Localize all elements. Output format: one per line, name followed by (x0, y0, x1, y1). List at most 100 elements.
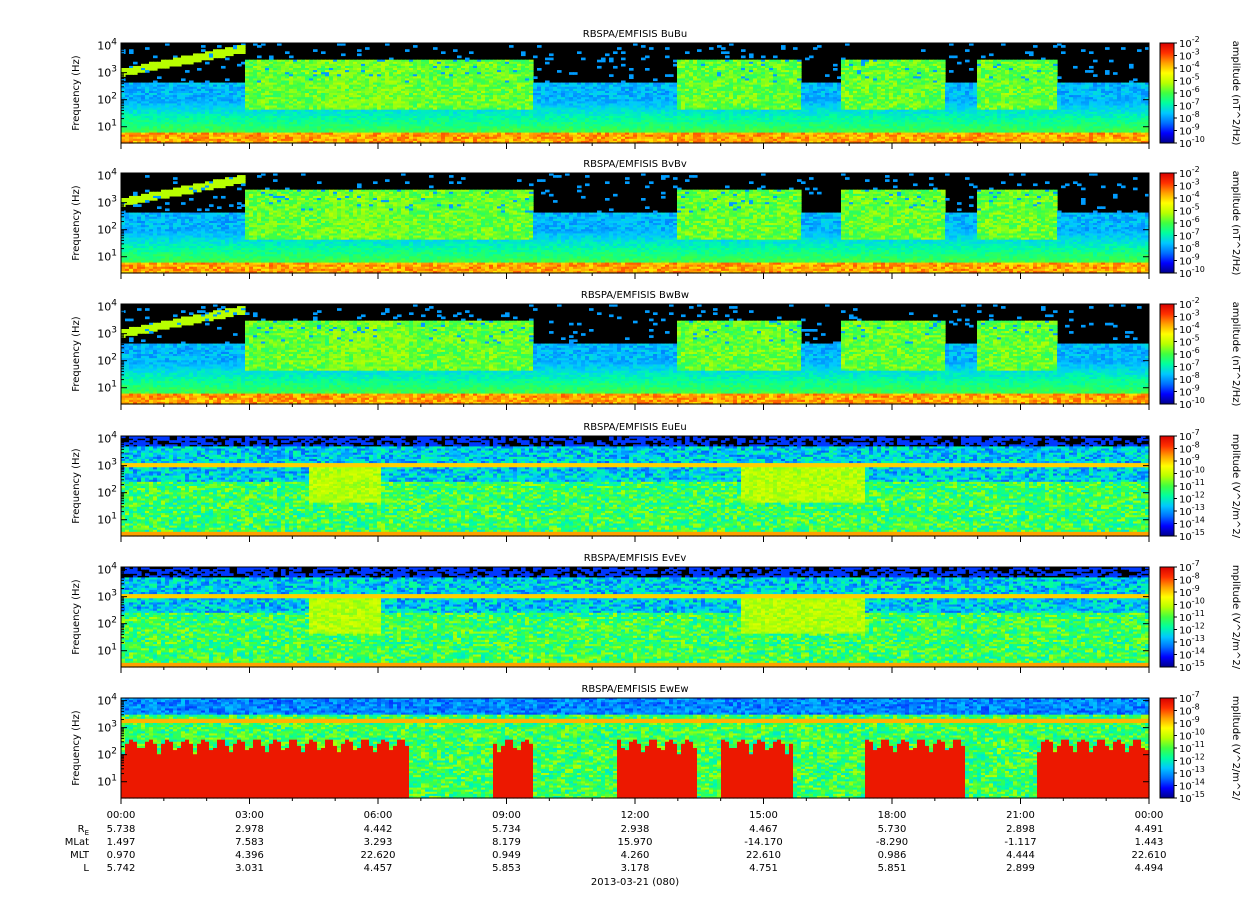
panel-1: RBSPA/EMFISIS BuBu 101 102 103 104 Frequency … (71, 29, 1241, 150)
ephemeris-value: 4.444 (1006, 850, 1035, 861)
ephemeris-value: 0.986 (878, 850, 907, 861)
colorbar-label: amplitude (nT^2/Hz) (1230, 171, 1241, 276)
y-tick-label: 101 (97, 119, 117, 134)
y-tick-label: 104 (97, 431, 117, 446)
colorbar (1160, 304, 1174, 404)
panel-title: RBSPA/EMFISIS EuEu (583, 422, 686, 433)
ephemeris-value: 7.583 (235, 837, 264, 848)
y-tick-label: 101 (97, 380, 117, 395)
y-axis-label: Frequency (Hz) (71, 316, 82, 392)
y-tick-label: 102 (97, 747, 117, 762)
colorbar-label: mplitude (V^2/m^2/ (1230, 565, 1241, 670)
y-tick-label: 101 (97, 643, 117, 658)
ephemeris-value: 5.738 (107, 824, 136, 835)
colorbar-label: amplitude (nT^2/Hz) (1230, 41, 1241, 146)
panel-title: RBSPA/EMFISIS BvBv (583, 159, 687, 170)
y-tick-label: 104 (97, 693, 117, 708)
y-tick-label: 103 (97, 326, 117, 341)
ephemeris-value: 4.396 (235, 850, 264, 861)
x-tick-label: 06:00 (364, 810, 393, 821)
colorbar (1160, 698, 1174, 798)
ephemeris-value: 4.442 (364, 824, 393, 835)
y-axis-label: Frequency (Hz) (71, 185, 82, 261)
y-axis-label: Frequency (Hz) (71, 55, 82, 131)
ephemeris-value: 3.178 (621, 863, 650, 874)
ephemeris-value: 4.467 (749, 824, 778, 835)
y-tick-label: 102 (97, 222, 117, 237)
ephemeris-value: 8.179 (492, 837, 521, 848)
colorbar-label: mplitude (V^2/m^2/ (1230, 434, 1241, 539)
y-tick-label: 103 (97, 195, 117, 210)
spectrogram-image (121, 567, 1150, 668)
colorbar-label: mplitude (V^2/m^2/ (1230, 696, 1241, 801)
y-tick-label: 102 (97, 353, 117, 368)
spectrogram-image (121, 436, 1150, 537)
ephemeris-value: 22.610 (746, 850, 781, 861)
colorbar-label: amplitude (nT^2/Hz) (1230, 302, 1241, 407)
y-tick-label: 103 (97, 458, 117, 473)
colorbar (1160, 43, 1174, 143)
ephemeris-value: 4.457 (364, 863, 393, 874)
y-tick-label: 104 (97, 38, 117, 53)
y-tick-label: 103 (97, 65, 117, 80)
y-tick-label: 102 (97, 485, 117, 500)
panel-title: RBSPA/EMFISIS BuBu (583, 29, 687, 40)
y-axis-label: Frequency (Hz) (71, 448, 82, 524)
x-tick-label: 15:00 (749, 810, 778, 821)
panel-5: RBSPA/EMFISIS EvEv 101 102 103 104 Frequency … (71, 553, 1241, 674)
ephemeris-value: 2.978 (235, 824, 264, 835)
ephemeris-row-label: MLat (65, 837, 89, 848)
ephemeris-value: 1.497 (107, 837, 136, 848)
date-label: 2013-03-21 (080) (591, 877, 679, 888)
ephemeris-value: 0.970 (107, 850, 136, 861)
ephemeris-value: 2.938 (621, 824, 650, 835)
ephemeris-value: 3.293 (364, 837, 393, 848)
panel-4: RBSPA/EMFISIS EuEu101102103104Frequency … (71, 422, 1241, 543)
ephemeris-value: 15.970 (618, 837, 653, 848)
ephemeris-value: 5.734 (492, 824, 521, 835)
y-tick-label: 102 (97, 92, 117, 107)
x-tick-label: 09:00 (492, 810, 521, 821)
ephemeris-value: 0.949 (492, 850, 521, 861)
y-tick-label: 104 (97, 562, 117, 577)
ephemeris-value: 1.443 (1135, 837, 1164, 848)
colorbar (1160, 173, 1174, 273)
ephemeris-value: 5.851 (878, 863, 907, 874)
ephemeris-value: 22.620 (361, 850, 396, 861)
ephemeris-value: 4.491 (1135, 824, 1164, 835)
ephemeris-value: 3.031 (235, 863, 264, 874)
x-tick-label: 21:00 (1006, 810, 1035, 821)
panel-2: RBSPA/EMFISIS BvBv101102103104Frequency … (71, 159, 1241, 280)
panel-title: RBSPA/EMFISIS BwBw (581, 290, 689, 301)
x-tick-label: 00:00 (1135, 810, 1164, 821)
panel-title: RBSPA/EMFISIS EvEv (584, 553, 687, 564)
spectrogram-image (121, 304, 1150, 405)
panel-title: RBSPA/EMFISIS EwEw (581, 684, 688, 695)
y-tick-label: 102 (97, 616, 117, 631)
y-axis-label: Frequency (Hz) (71, 579, 82, 655)
panel-3: RBSPA/EMFISIS BwBw 101 102 103 104 Frequency … (71, 290, 1241, 411)
ephemeris-row-label: MLT (70, 850, 90, 861)
ephemeris-value: 4.751 (749, 863, 778, 874)
ephemeris-value: 5.742 (107, 863, 136, 874)
ephemeris-value: 5.853 (492, 863, 521, 874)
ephemeris-value: 4.494 (1135, 863, 1164, 874)
x-tick-label: 00:00 (107, 810, 136, 821)
colorbar (1160, 567, 1174, 667)
x-tick-label: 03:00 (235, 810, 264, 821)
y-tick-label: 103 (97, 589, 117, 604)
ephemeris-value: 4.260 (621, 850, 650, 861)
x-tick-label: 18:00 (878, 810, 907, 821)
ephemeris-row-label: RE (78, 824, 89, 837)
spectrogram-image (121, 698, 1150, 799)
ephemeris-value: 2.899 (1006, 863, 1035, 874)
colorbar (1160, 436, 1174, 536)
y-tick-label: 103 (97, 720, 117, 735)
y-tick-label: 104 (97, 299, 117, 314)
y-tick-label: 101 (97, 249, 117, 264)
ephemeris-value: -8.290 (876, 837, 908, 848)
spectrogram-image (121, 173, 1150, 274)
x-tick-label: 12:00 (621, 810, 650, 821)
ephemeris-row-label: L (83, 863, 89, 874)
